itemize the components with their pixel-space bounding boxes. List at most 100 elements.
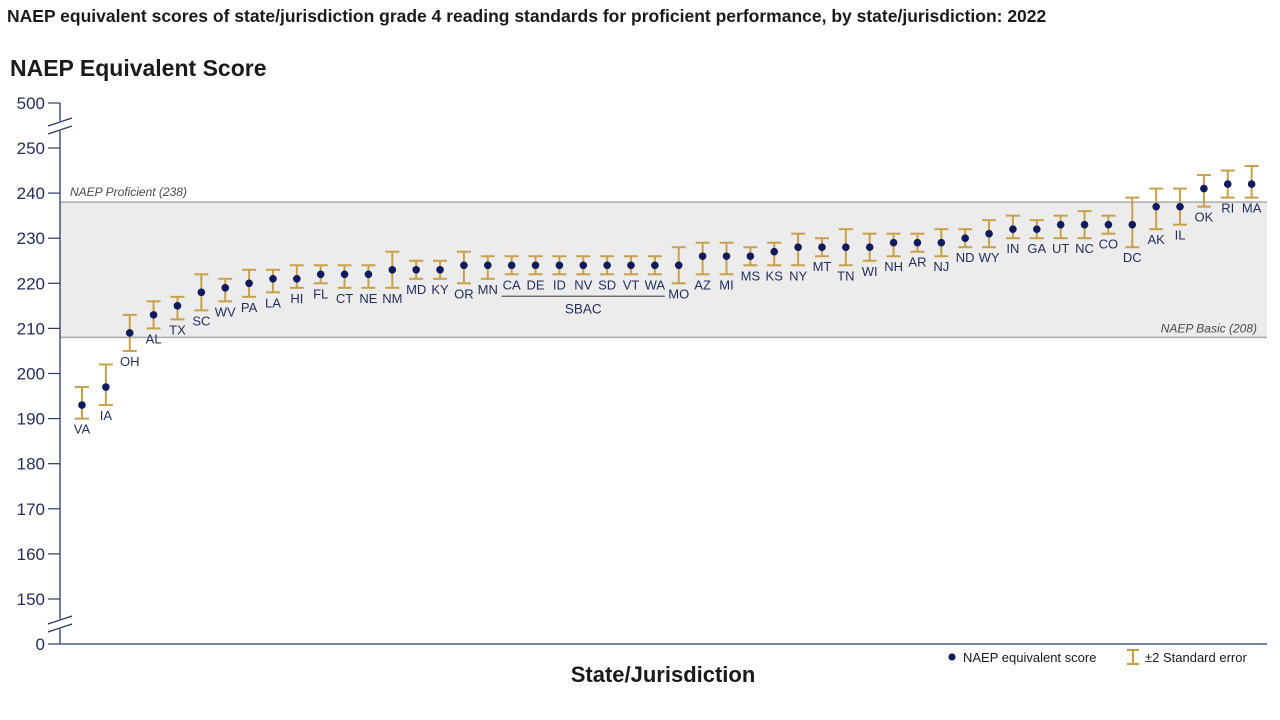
category-label-ar: AR — [908, 255, 926, 270]
point-ne — [364, 270, 373, 279]
point-nd — [961, 234, 969, 242]
category-label-ok: OK — [1194, 210, 1213, 225]
category-label-tn: TN — [837, 268, 854, 283]
point-md — [412, 265, 420, 274]
basic-label: NAEP Basic (208) — [1161, 321, 1257, 335]
axis-break-top-slash — [47, 125, 73, 135]
category-label-sd: SD — [598, 277, 616, 292]
category-label-wa: WA — [645, 277, 666, 292]
category-label-dc: DC — [1123, 250, 1142, 265]
category-label-ga: GA — [1027, 241, 1046, 256]
category-label-la: LA — [265, 295, 281, 310]
point-tx — [173, 302, 182, 310]
category-labels: VA IA OH AL TX SC WV PA LA HI FL CT NE NM MD KY OR MN CA DE… — [74, 201, 1262, 437]
category-label-ia: IA — [100, 408, 113, 423]
y-tick-label: 180 — [17, 455, 45, 474]
point-ut — [1056, 220, 1065, 229]
point-in — [1009, 225, 1017, 233]
category-label-mn: MN — [478, 282, 498, 297]
category-label-id: ID — [553, 277, 566, 292]
y-tick-label: 500 — [17, 94, 45, 113]
category-label-sc: SC — [192, 313, 210, 328]
category-label-nm: NM — [382, 291, 402, 306]
category-label-hi: HI — [290, 291, 303, 306]
category-label-md: MD — [406, 282, 426, 297]
point-al — [149, 311, 158, 319]
point-mn — [483, 261, 492, 270]
point-ia — [102, 383, 110, 391]
point-mi — [722, 252, 731, 261]
y-tick-label: 0 — [36, 635, 45, 654]
point-wy — [985, 229, 993, 238]
category-label-mi: MI — [719, 277, 733, 292]
point-va — [78, 401, 86, 409]
group-annotation: SBAC — [501, 295, 665, 316]
point-fl — [316, 270, 325, 279]
point-nv — [579, 261, 588, 270]
point-wv — [221, 284, 230, 292]
category-label-az: AZ — [694, 277, 711, 292]
axis-break-bottom-gap — [58, 619, 62, 629]
point-or — [460, 261, 468, 270]
category-label-co: CO — [1099, 237, 1119, 252]
point-id — [555, 261, 564, 270]
category-label-al: AL — [146, 331, 162, 346]
legend: NAEP equivalent score ±2 Standard error — [948, 648, 1247, 666]
point-oh — [125, 329, 134, 337]
category-label-vt: VT — [623, 277, 640, 292]
y-tick-label: 220 — [17, 274, 45, 293]
point-pa — [245, 279, 253, 288]
category-label-tx: TX — [169, 322, 186, 337]
category-label-wy: WY — [979, 250, 1000, 265]
legend-errorbar-marker — [1127, 648, 1139, 666]
category-label-wi: WI — [862, 264, 878, 279]
y-tick-label: 190 — [17, 410, 45, 429]
category-label-ct: CT — [336, 291, 353, 306]
point-ms — [746, 252, 755, 261]
category-label-mt: MT — [813, 259, 832, 274]
category-label-fl: FL — [313, 286, 328, 301]
category-label-va: VA — [74, 422, 91, 437]
point-mt — [818, 243, 826, 252]
point-nj — [937, 238, 946, 247]
y-axis-title: NAEP Equivalent Score — [10, 55, 267, 81]
y-tick-label: 240 — [17, 184, 45, 203]
y-tick-label: 200 — [17, 365, 45, 384]
point-ak — [1152, 202, 1160, 211]
category-label-ky: KY — [431, 282, 449, 297]
category-label-oh: OH — [120, 354, 140, 369]
category-label-ma: MA — [1242, 201, 1262, 216]
y-tick-label: 150 — [17, 590, 45, 609]
legend-errorbar-label: ±2 Standard error — [1145, 650, 1247, 665]
axis-break-bottom-slash — [47, 615, 73, 625]
point-wa — [651, 261, 659, 270]
y-tick-label: 160 — [17, 545, 45, 564]
proficient-band-fill — [60, 202, 1267, 338]
y-tick-label: 170 — [17, 500, 45, 519]
point-ks — [770, 247, 779, 256]
point-la — [269, 274, 277, 283]
point-il — [1176, 202, 1184, 211]
point-nm — [388, 265, 397, 274]
data-points — [78, 180, 1256, 409]
point-ga — [1033, 225, 1041, 233]
point-ky — [436, 265, 444, 274]
y-tick-label: 250 — [17, 139, 45, 158]
point-ri — [1223, 180, 1232, 188]
y-tick-label: 230 — [17, 229, 45, 248]
category-label-ak: AK — [1147, 232, 1165, 247]
category-label-ms: MS — [741, 268, 761, 283]
point-nh — [889, 238, 898, 247]
point-sc — [197, 288, 206, 297]
point-wi — [865, 243, 874, 252]
category-label-ks: KS — [766, 268, 784, 283]
point-ar — [913, 238, 922, 247]
point-tn — [842, 243, 850, 252]
category-label-ne: NE — [359, 291, 377, 306]
category-label-nj: NJ — [933, 259, 949, 274]
point-ct — [340, 270, 349, 279]
category-label-mo: MO — [668, 286, 689, 301]
point-ma — [1247, 180, 1256, 188]
point-az — [698, 252, 707, 261]
